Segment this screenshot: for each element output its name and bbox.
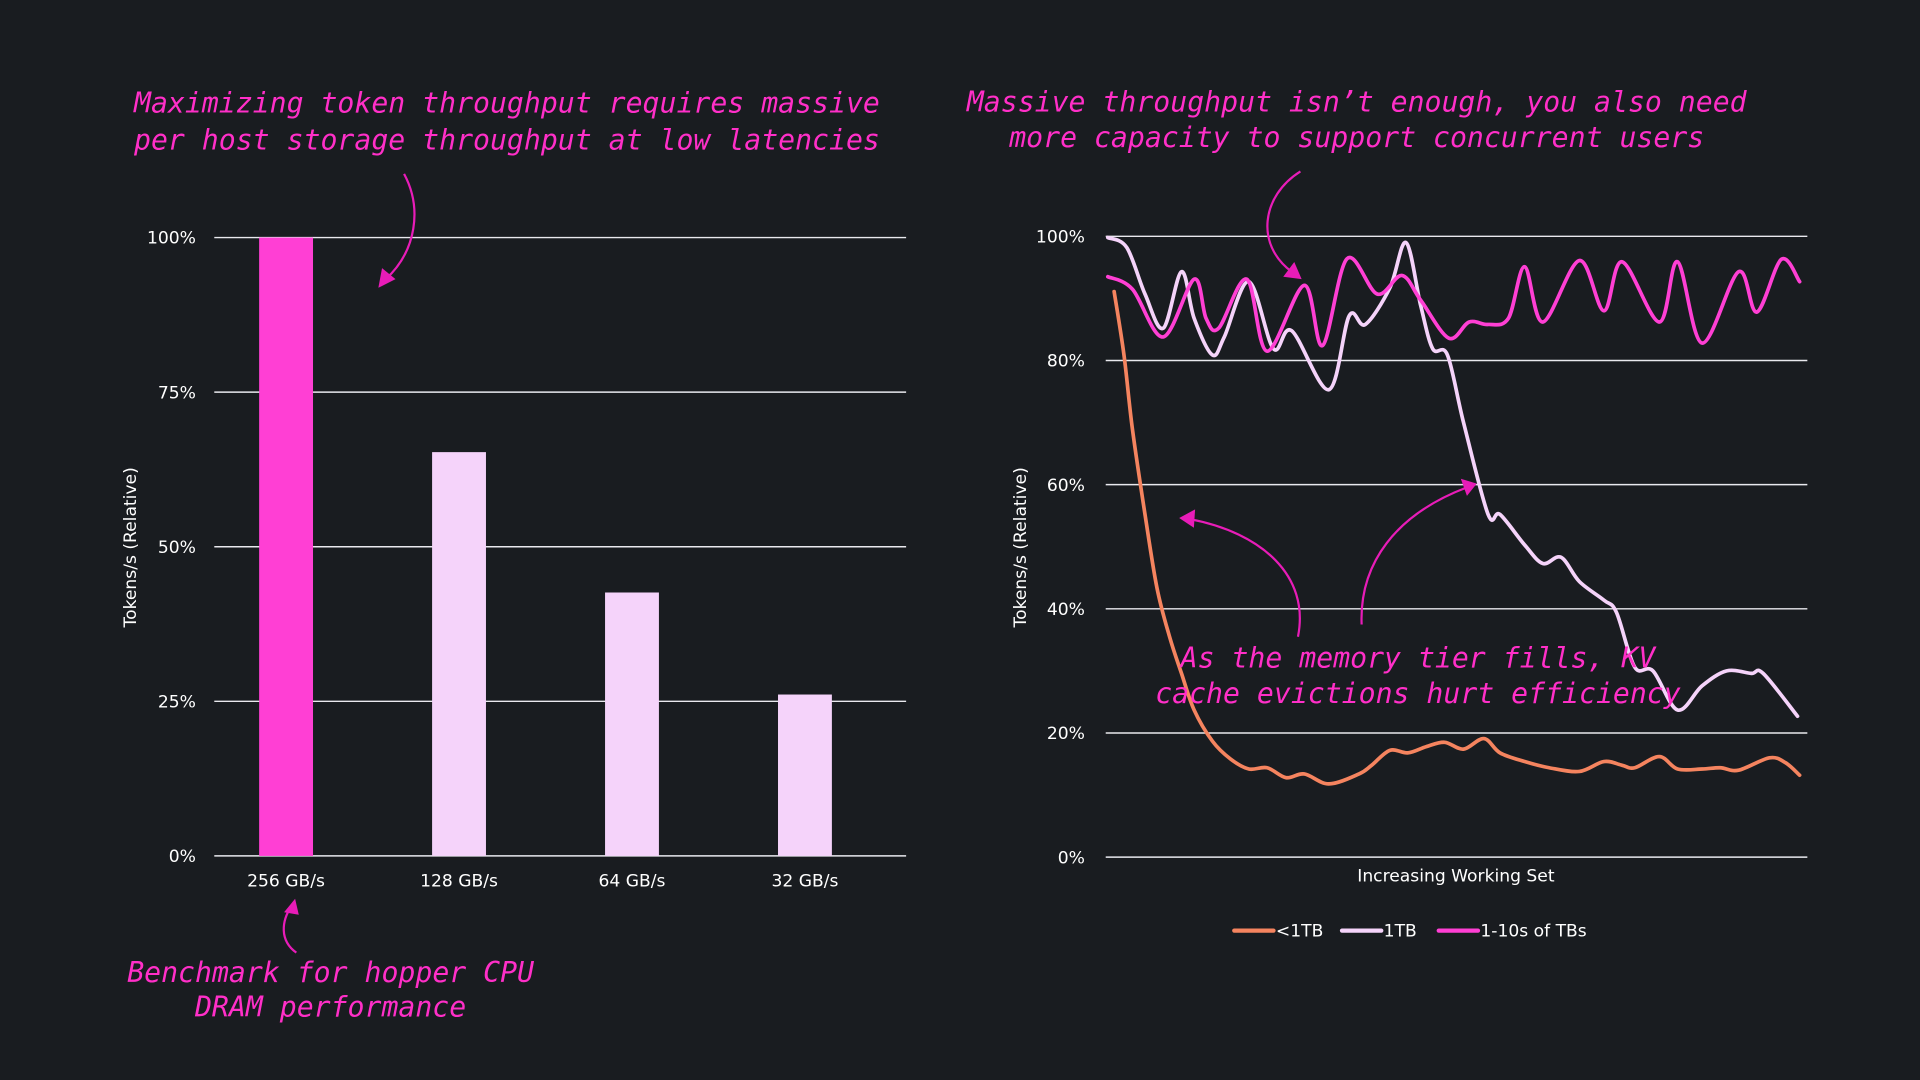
arrowhead-icon	[1179, 509, 1196, 528]
legend-item: 1-10s of TBs	[1436, 922, 1587, 942]
x-tick-label: 32 GB/s	[771, 872, 838, 892]
legend-label: 1-10s of TBs	[1480, 922, 1586, 942]
bars	[259, 237, 832, 856]
arrow-icon	[1266, 170, 1301, 273]
legend-item: 1TB	[1339, 922, 1417, 942]
legend-item: <1TB	[1232, 922, 1323, 942]
bar-chart: 0% 25% 50% 75% 100% 256 GB/s 128 GB/s 64 GB/s 3…	[121, 87, 907, 1023]
series-line	[1112, 289, 1802, 786]
arrowhead-icon	[1460, 478, 1477, 496]
y-tick-label: 20%	[1047, 724, 1085, 744]
arrow-icon	[384, 173, 416, 280]
line-x-axis-label: Increasing Working Set	[1357, 867, 1555, 887]
series-line	[1105, 255, 1802, 354]
x-tick-label: 256 GB/s	[247, 872, 325, 892]
y-tick-label: 75%	[158, 383, 196, 403]
legend-label: <1TB	[1276, 922, 1323, 942]
bar-annotation-top-line1: Maximizing token throughput requires mas…	[133, 87, 880, 120]
arrowhead-icon	[1283, 262, 1302, 280]
line-chart: 0% 20% 40% 60% 80% 100% Tokens/s (Relative) I…	[966, 85, 1808, 942]
bar-x-tick-labels: 256 GB/s 128 GB/s 64 GB/s 32 GB/s	[247, 872, 838, 892]
y-tick-label: 40%	[1047, 600, 1085, 620]
arrowhead-icon	[378, 268, 396, 288]
line-y-axis-label: Tokens/s (Relative)	[1011, 467, 1031, 628]
bar-annotation-bottom-line2: DRAM performance	[194, 990, 466, 1023]
bar-y-axis-label: Tokens/s (Relative)	[121, 467, 141, 628]
y-tick-label: 50%	[158, 538, 196, 558]
x-tick-label: 64 GB/s	[599, 872, 666, 892]
y-tick-label: 0%	[169, 847, 196, 867]
bar-annotation-top-line2: per host storage throughput at low laten…	[133, 123, 880, 156]
y-tick-label: 60%	[1047, 476, 1085, 496]
y-tick-label: 100%	[1036, 227, 1085, 247]
legend: <1TB 1TB 1-10s of TBs	[1232, 922, 1587, 942]
bar	[605, 592, 659, 856]
legend-label: 1TB	[1384, 922, 1417, 942]
line-annotation-top-line2: more capacity to support concurrent user…	[1008, 121, 1704, 154]
arrow-icon	[1360, 486, 1468, 625]
bar-y-tick-labels: 0% 25% 50% 75% 100%	[147, 229, 196, 867]
bar	[259, 237, 314, 856]
bar	[432, 452, 486, 856]
x-tick-label: 128 GB/s	[420, 872, 498, 892]
bar-annotation-bottom-line1: Benchmark for hopper CPU	[127, 956, 534, 989]
y-tick-label: 100%	[147, 229, 196, 249]
series-line	[1105, 235, 1800, 719]
bar	[778, 694, 832, 856]
y-tick-label: 0%	[1058, 848, 1085, 868]
line-annotation-bottom-line2: cache evictions hurt efficiency	[1155, 677, 1681, 710]
line-gridlines	[1105, 235, 1808, 858]
arrowhead-icon	[284, 898, 299, 915]
line-annotation-bottom-line1: As the memory tier fills, KV	[1179, 641, 1658, 674]
y-tick-label: 25%	[158, 692, 196, 712]
line-series	[1105, 235, 1802, 786]
arrow-icon	[1189, 518, 1301, 637]
y-tick-label: 80%	[1047, 352, 1085, 372]
line-annotation-top-line1: Massive throughput isn’t enough, you als…	[966, 85, 1748, 118]
line-y-tick-labels: 0% 20% 40% 60% 80% 100%	[1036, 227, 1085, 868]
